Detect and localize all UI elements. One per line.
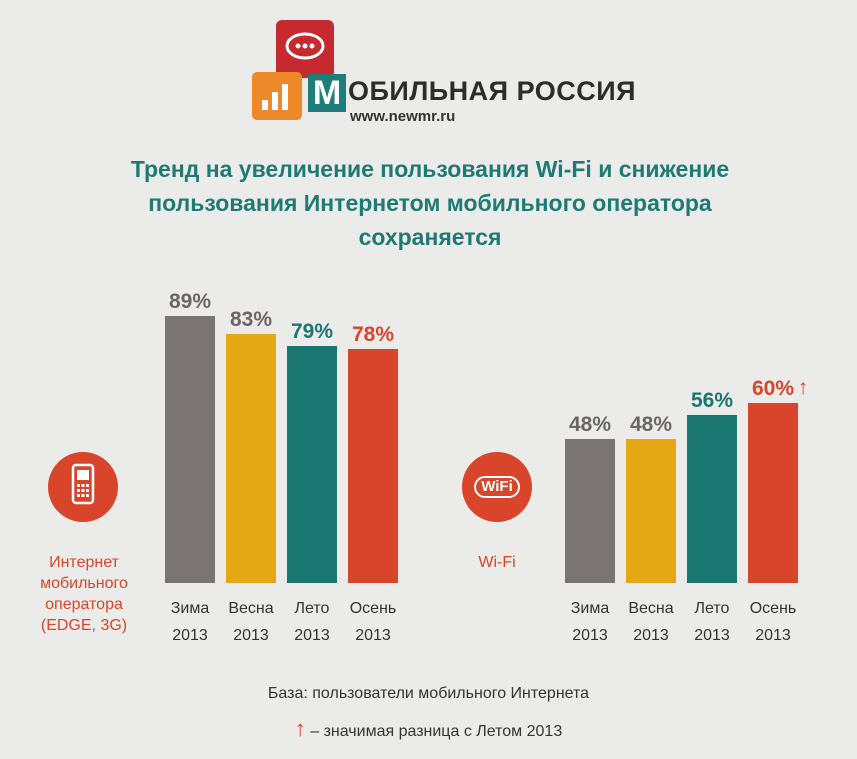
footer-base: База: пользователи мобильного Интернета (267, 685, 590, 702)
bar (687, 415, 737, 583)
value-label: 79% (291, 320, 333, 343)
tick-label: Весна (628, 600, 673, 617)
value-label: 48% (630, 413, 672, 436)
bar (565, 439, 615, 583)
right-group-label: Wi-Fi (478, 554, 516, 571)
bar (348, 349, 398, 583)
left-label-line: Интернет (49, 554, 119, 571)
footer-note: ↑ – значимая разница с Летом 2013 (0, 716, 857, 742)
title-line-1: Тренд на увеличение пользования Wi-Fi и … (130, 156, 730, 182)
brand-url: www.newmr.ru (350, 108, 456, 125)
tick-label: 2013 (172, 627, 208, 644)
tick-label: 2013 (633, 627, 669, 644)
title-line-2: пользования Интернетом мобильного операт… (148, 190, 712, 216)
mobile-phone-icon (48, 452, 118, 522)
chart-mobile-internet: 89% Зима 2013 83% Весна 2013 79% Лето 2013 78% Осе… (165, 290, 398, 644)
bar (165, 316, 215, 583)
tick-label: 2013 (694, 627, 730, 644)
tick-label: Лето (295, 600, 330, 617)
left-group-label: Интернет мобильного оператора (EDGE, 3G) (24, 552, 144, 636)
tick-label: 2013 (755, 627, 791, 644)
value-label: 78% (352, 323, 394, 346)
value-label: 89% (169, 290, 211, 313)
tick-label: Осень (350, 600, 397, 617)
tick-label: 2013 (294, 627, 330, 644)
value-label: 60% (752, 377, 794, 400)
left-label-line: мобильного (40, 575, 128, 592)
tick-label: Лето (695, 600, 730, 617)
tick-label: Осень (750, 600, 797, 617)
bar (626, 439, 676, 583)
bar (226, 334, 276, 583)
up-arrow-icon: ↑ (294, 716, 306, 741)
value-label: 56% (691, 389, 733, 412)
chart-wifi: 48% Зима 2013 48% Весна 2013 56% Лето 2013 60% Осе… (565, 376, 808, 644)
footer-note-text: – значимая разница с Летом 2013 (310, 723, 563, 740)
tick-label: 2013 (355, 627, 391, 644)
tick-label: 2013 (572, 627, 608, 644)
brand-name: ОБИЛЬНАЯ РОССИЯ (348, 76, 637, 106)
bar-chart-icon (252, 72, 302, 120)
brand-letter: М (308, 74, 346, 112)
chat-bubble-icon (276, 20, 334, 78)
left-label-line: (EDGE, 3G) (40, 617, 128, 634)
wifi-icon: WiFi (462, 452, 532, 522)
value-label: 83% (230, 308, 272, 331)
chart-title: Тренд на увеличение пользования Wi-Fi и … (80, 152, 780, 254)
brand-logo: М ОБИЛЬНАЯ РОССИЯ www.newmr.ru (252, 20, 652, 130)
tick-label: 2013 (233, 627, 269, 644)
wifi-icon-label: WiFi (474, 476, 520, 498)
bar (748, 403, 798, 583)
tick-label: Весна (228, 600, 273, 617)
value-label: 48% (569, 413, 611, 436)
title-line-3: сохраняется (358, 224, 502, 250)
tick-label: Зима (171, 600, 210, 617)
tick-label: Зима (571, 600, 610, 617)
left-label-line: оператора (45, 596, 123, 613)
significance-arrow: ↑ (798, 376, 809, 399)
bar (287, 346, 337, 583)
